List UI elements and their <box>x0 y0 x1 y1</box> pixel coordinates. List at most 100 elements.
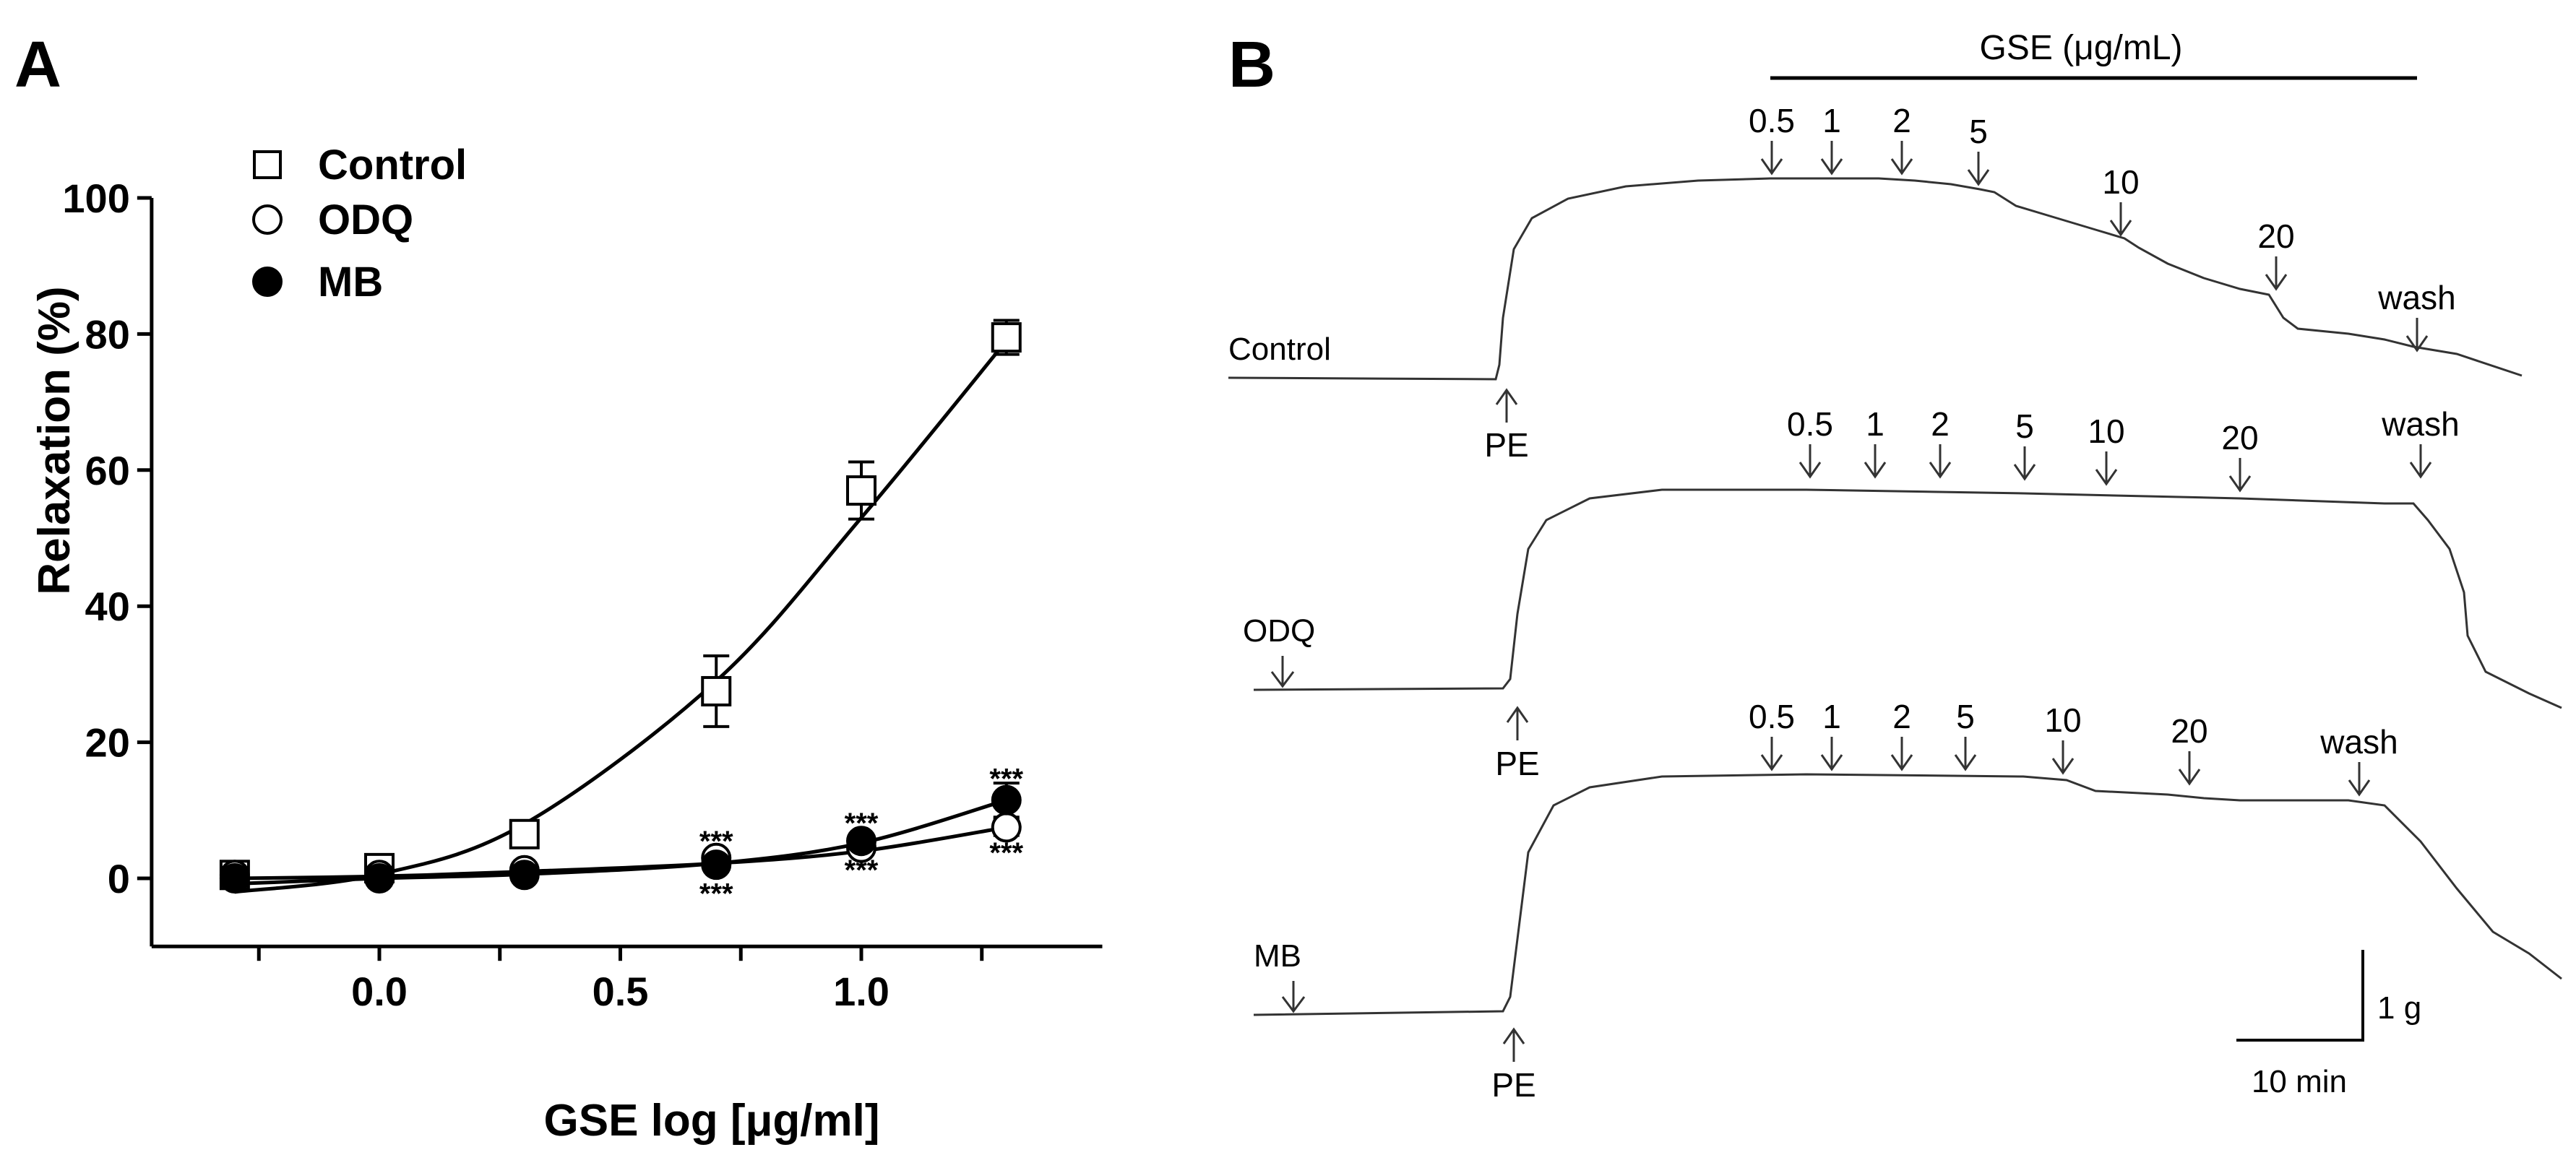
panel-a-fit-curves <box>234 339 1008 894</box>
panel-b-label: B <box>1228 29 1275 101</box>
trace-name: MB <box>1254 938 1301 974</box>
significance-annotation: *** <box>845 808 879 839</box>
wash-label: wash <box>2381 405 2459 443</box>
panel-a-label: A <box>14 29 61 101</box>
dose-arrow <box>1890 141 1913 176</box>
significance-annotation: *** <box>699 826 733 857</box>
x-axis-title: GSE log [μg/ml] <box>543 1096 879 1146</box>
y-tick-label: 0 <box>108 856 130 901</box>
significance-annotation: *** <box>989 763 1023 795</box>
x-tick-label: 1.0 <box>833 969 889 1014</box>
point-mb <box>364 863 395 894</box>
dose-label: 20 <box>2171 712 2207 750</box>
dose-arrow <box>2178 751 2201 786</box>
legend-label-odq: ODQ <box>318 196 413 243</box>
dose-arrow <box>2265 256 2288 291</box>
point-mb <box>846 826 876 857</box>
dose-label: 20 <box>2257 217 2294 255</box>
panel-a-points <box>219 322 1022 894</box>
y-tick-label: 40 <box>85 584 130 629</box>
fit-curve-control <box>234 339 1008 894</box>
point-control <box>509 818 540 849</box>
y-tick-label: 60 <box>85 448 130 493</box>
pe-label: PE <box>1484 426 1528 464</box>
dose-label: 20 <box>2221 419 2258 457</box>
dose-label: 0.5 <box>1749 698 1795 735</box>
scale-bar-horizontal-label: 10 min <box>2252 1064 2347 1099</box>
legend-marker-control <box>253 150 282 179</box>
dose-arrow <box>1929 444 1952 479</box>
dose-arrow <box>1820 737 1843 771</box>
pe-arrow <box>1502 1027 1525 1062</box>
y-tick-label: 80 <box>85 311 130 357</box>
dose-arrow <box>2013 446 2036 481</box>
dose-arrow <box>2095 451 2118 486</box>
point-control <box>846 475 876 506</box>
y-tick-label: 100 <box>62 176 129 221</box>
gse-bar: GSE (μg/mL) <box>1770 29 2417 80</box>
dose-label: 2 <box>1892 698 1911 735</box>
legend: Control ODQ MB <box>252 142 467 306</box>
trace-line <box>1228 177 2523 381</box>
panel-a-chart: 0 20 40 60 80 100 0.0 0.5 1.0 *** *** *** *** *** *** <box>62 176 1103 1014</box>
trace-line <box>1253 773 2562 1016</box>
fit-curve-odq <box>234 825 1007 881</box>
dose-arrow <box>1760 737 1783 771</box>
significance-annotation: *** <box>845 855 879 886</box>
dose-arrow <box>1890 737 1913 771</box>
gse-bar-label: GSE (μg/mL) <box>1979 29 2182 67</box>
inhibitor-arrow <box>1281 981 1306 1013</box>
dose-arrow <box>1820 141 1843 176</box>
scale-bar: 1 g 10 min <box>2236 950 2421 1099</box>
dose-label: 10 <box>2102 163 2139 201</box>
wash-arrow <box>2405 318 2429 352</box>
pe-arrow <box>1506 706 1529 740</box>
significance-annotation: *** <box>699 878 733 910</box>
panel-b-traces: Control PE 0.5 1 2 5 10 20 wash ODQ PE 0.5 1 2 5 10 20 wa… <box>1228 102 2562 1104</box>
dose-label: 2 <box>1892 102 1911 139</box>
dose-arrow <box>1954 737 1977 771</box>
dose-label: 1 <box>1822 698 1841 735</box>
point-mb <box>701 849 732 881</box>
trace-name: ODQ <box>1243 613 1315 649</box>
dose-label: 1 <box>1822 102 1841 139</box>
wash-arrow <box>2409 444 2432 479</box>
y-tick-label: 20 <box>85 720 130 766</box>
panel-a-annotations: *** *** *** *** *** *** <box>699 763 1024 910</box>
y-axis-title: Relaxation (%) <box>30 286 79 594</box>
point-control <box>701 675 732 706</box>
legend-marker-mb <box>252 267 283 297</box>
point-mb <box>991 784 1022 816</box>
point-control <box>991 322 1022 353</box>
dose-label: 5 <box>2015 407 2034 445</box>
point-mb <box>509 860 540 891</box>
pe-label: PE <box>1495 745 1539 782</box>
scale-bar-vertical-label: 1 g <box>2377 990 2421 1026</box>
point-mb <box>219 863 250 894</box>
trace-odq: ODQ PE 0.5 1 2 5 10 20 wash <box>1243 405 2562 782</box>
wash-label: wash <box>2377 279 2455 316</box>
dose-arrow <box>1864 444 1887 479</box>
inhibitor-arrow <box>1270 656 1295 688</box>
x-tick-label: 0.0 <box>351 969 408 1014</box>
trace-control: Control PE 0.5 1 2 5 10 20 wash <box>1228 102 2523 464</box>
dose-arrow <box>1799 444 1822 479</box>
pe-arrow <box>1495 388 1518 423</box>
dose-arrow <box>1967 152 1990 186</box>
x-tick-label: 0.5 <box>593 969 649 1014</box>
significance-annotation: *** <box>989 837 1023 869</box>
dose-arrow <box>2051 740 2075 775</box>
trace-mb: MB PE 0.5 1 2 5 10 20 wash <box>1253 698 2562 1104</box>
dose-arrow <box>2228 458 2252 493</box>
panel-a-error-bars <box>703 319 1020 837</box>
dose-arrow <box>2109 202 2132 237</box>
dose-label: 1 <box>1866 405 1884 443</box>
dose-label: 0.5 <box>1749 102 1795 139</box>
legend-label-mb: MB <box>318 259 383 306</box>
trace-line <box>1253 488 2562 709</box>
dose-label: 10 <box>2088 412 2124 450</box>
dose-label: 0.5 <box>1787 405 1833 443</box>
dose-arrow <box>1760 141 1783 176</box>
trace-name: Control <box>1228 332 1331 367</box>
